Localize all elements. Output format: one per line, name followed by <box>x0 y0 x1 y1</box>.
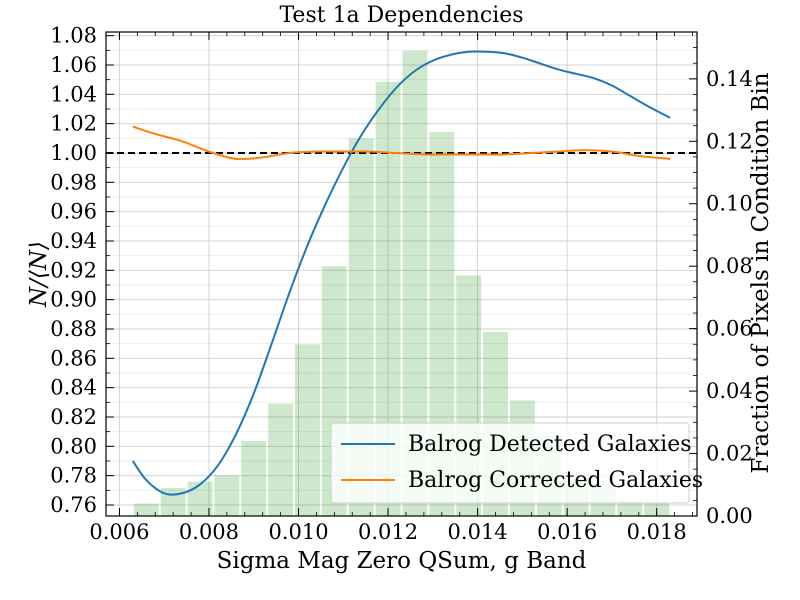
histogram-bar <box>160 487 186 516</box>
y-left-tick-label: 0.90 <box>50 288 97 312</box>
x-tick-label: 0.016 <box>537 520 597 544</box>
series-line-corrected <box>132 125 671 161</box>
legend: Balrog Detected Galaxies Balrog Correcte… <box>330 422 703 504</box>
x-tick-label: 0.012 <box>358 520 418 544</box>
series-lines <box>132 50 671 496</box>
y-left-tick-label: 0.76 <box>50 493 97 517</box>
y-left-tick-label: 0.88 <box>50 317 97 341</box>
histogram-bar <box>214 475 240 516</box>
y-right-tick-label: 0.04 <box>706 379 753 403</box>
y-left-tick-label: 0.80 <box>50 434 97 458</box>
y-left-tick-label: 0.78 <box>50 464 97 488</box>
y-left-tick-label: 1.06 <box>50 53 97 77</box>
y-left-tick-label: 0.86 <box>50 346 97 370</box>
histogram-bar <box>617 500 643 516</box>
legend-label-detected: Balrog Detected Galaxies <box>408 432 692 457</box>
y-right-tick-label: 0.00 <box>706 504 753 528</box>
x-tick-label: 0.008 <box>179 520 239 544</box>
y-right-tick-label: 0.10 <box>706 192 753 216</box>
x-tick-label: 0.018 <box>627 520 687 544</box>
y-right-tick-label: 0.14 <box>706 67 753 91</box>
x-tick-label: 0.014 <box>448 520 508 544</box>
y-right-tick-label: 0.06 <box>706 317 753 341</box>
y-right-tick-label: 0.08 <box>706 254 753 278</box>
tick-labels: 0.006 0.008 0.010 0.012 0.014 0.016 0.018 0.76 0… <box>50 24 753 544</box>
ticks <box>106 32 697 517</box>
y-left-tick-label: 1.02 <box>50 112 97 136</box>
legend-box <box>330 422 690 504</box>
x-tick-label: 0.006 <box>89 520 149 544</box>
x-tick-label: 0.010 <box>268 520 328 544</box>
y-left-tick-label: 0.84 <box>50 376 97 400</box>
y-right-tick-label: 0.12 <box>706 129 753 153</box>
y-left-tick-label: 0.82 <box>50 405 97 429</box>
chart-title: Test 1a Dependencies <box>279 3 523 28</box>
legend-label-corrected: Balrog Corrected Galaxies <box>408 468 703 493</box>
histogram-bar <box>295 344 320 516</box>
histogram-bar <box>187 481 213 516</box>
histogram-bar <box>133 503 159 516</box>
y-left-tick-label: 1.08 <box>50 24 97 48</box>
y-left-tick-label: 0.98 <box>50 170 97 194</box>
y-axis-label-left: N/⟨N⟩ <box>26 241 52 308</box>
histogram-bar <box>241 441 267 516</box>
x-axis-label: Sigma Mag Zero QSum, g Band <box>217 548 587 574</box>
y-left-tick-label: 0.92 <box>50 258 97 282</box>
y-left-tick-label: 0.94 <box>50 229 97 253</box>
y-right-tick-label: 0.02 <box>706 442 753 466</box>
plot-frame <box>105 31 698 517</box>
y-left-tick-label: 0.96 <box>50 200 97 224</box>
y-axis-label-right: Fraction of Pixels in Condition Bin <box>748 72 774 473</box>
histogram-bar <box>268 403 294 516</box>
series-line-detected <box>132 50 671 496</box>
y-left-tick-label: 1.00 <box>50 141 97 165</box>
y-left-tick-label: 1.04 <box>50 82 97 106</box>
